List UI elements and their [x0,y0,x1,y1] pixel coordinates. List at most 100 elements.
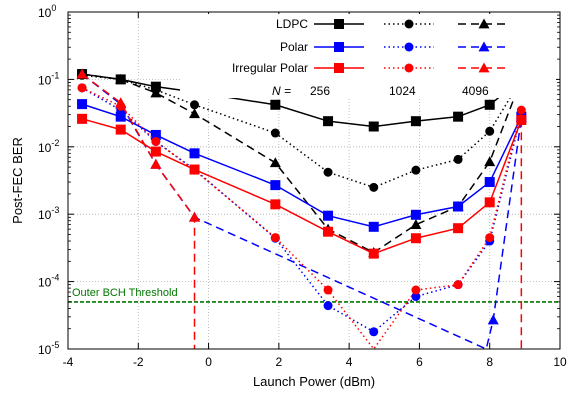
series-line [81,118,523,255]
data-point [323,210,334,221]
y-tick-base: 10 [38,73,52,87]
series-line [81,73,196,349]
legend-sample-marker [334,63,344,73]
data-point [323,226,334,237]
y-tick-exponent: -4 [51,273,59,283]
y-tick-base: 10 [38,208,52,222]
x-tick-label: 4 [346,355,353,369]
data-point [323,167,333,177]
data-point [270,99,281,110]
legend-sample-marker [404,42,414,52]
data-point [77,99,88,110]
data-point [115,73,127,84]
data-point [77,83,87,93]
data-point [453,201,464,212]
data-point [151,136,161,146]
legend-n-value: 1024 [389,84,416,98]
data-point [453,154,463,164]
data-point [115,124,126,135]
legend-sample-marker [478,62,490,73]
data-point [270,199,281,210]
data-point [411,285,421,295]
series-line [81,74,522,189]
data-point [410,209,421,220]
y-tick-label: 100 [38,3,56,20]
data-point [410,233,421,244]
tick-marks [67,11,561,350]
x-tick-label: 6 [416,355,423,369]
y-tick-base: 10 [38,276,52,290]
x-tick-label: 0 [205,355,212,369]
legend-label-ldpc: LDPC [276,17,308,31]
series-layer [76,68,527,351]
data-point [484,177,495,188]
data-point [411,165,421,175]
y-tick-exponent: 0 [51,3,56,13]
y-tick-label: 10-2 [38,138,59,155]
plot-frame [67,11,561,350]
data-point [189,108,201,119]
legend-sample-marker [478,41,490,52]
y-axis-title: Post-FEC BER [10,137,25,224]
data-point [410,219,422,230]
legend-label-irregular-polar: Irregular Polar [232,61,308,75]
data-point [369,327,379,337]
data-point [190,165,200,175]
data-point [368,221,379,232]
data-point [77,113,88,124]
data-point [150,129,161,140]
y-tick-base: 10 [38,6,52,20]
data-point [270,180,281,191]
data-point [270,128,280,138]
x-tick-label: 10 [553,355,567,369]
data-point [150,146,161,157]
data-point [453,111,464,122]
legend-sample-marker [334,19,344,29]
data-point [484,156,496,167]
data-point [323,285,333,295]
legend-n-value: 256 [310,84,330,98]
legend-sample-marker [404,19,414,29]
legend: LDPC Polar Irregular Polar N = 256 1024 … [180,14,556,98]
data-point [323,301,333,311]
series-irregular-polar-n4096 [76,68,523,349]
data-point [453,223,464,234]
x-tick-labels: -4 -2 0 2 4 6 8 10 [63,355,567,369]
outer-bch-threshold-label: Outer BCH Threshold [72,287,178,299]
data-point [368,121,379,132]
data-point [115,111,126,122]
series-irregular-polar-n1024 [77,83,526,351]
legend-sample-marker [404,63,414,73]
data-point [323,116,334,127]
legend-samples [314,18,510,73]
y-tick-base: 10 [38,343,52,357]
y-tick-label: 10-5 [38,340,59,357]
data-point [484,197,495,208]
data-point [150,158,162,169]
y-tick-exponent: -3 [51,205,59,215]
y-tick-exponent: -2 [51,138,59,148]
x-axis-title: Launch Power (dBm) [253,374,375,389]
x-tick-label: -2 [133,355,144,369]
y-tick-exponent: -5 [51,340,59,350]
data-point [189,148,200,159]
legend-n-value: 4096 [462,84,489,98]
data-point [269,157,281,168]
legend-sample-marker [334,42,344,52]
y-tick-label: 10-4 [38,273,59,290]
data-point [485,126,495,136]
threshold-layer: Outer BCH Threshold [68,287,560,303]
y-tick-label: 10-1 [38,70,59,87]
data-point [76,68,88,79]
data-point [115,97,127,108]
series-irregular-polar-n256 [77,113,527,259]
x-tick-label: 2 [276,355,283,369]
y-tick-base: 10 [38,141,52,155]
data-point [369,182,379,192]
data-point [484,99,495,110]
legend-background [180,14,556,98]
data-point [410,116,421,127]
data-point [190,100,200,110]
data-point [368,248,379,259]
